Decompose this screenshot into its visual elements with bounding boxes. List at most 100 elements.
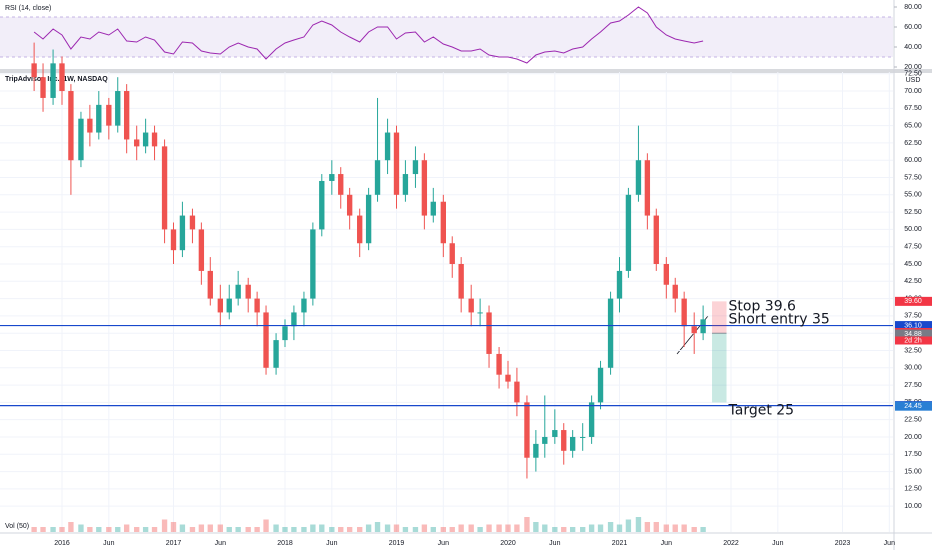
candle-body: [412, 160, 419, 175]
x-tick-label: Jun: [326, 540, 337, 547]
volume-bar: [691, 527, 697, 532]
candle-body: [207, 270, 213, 299]
x-tick-label: 2018: [277, 540, 293, 547]
volume-bar: [319, 524, 325, 532]
volume-bar: [421, 524, 428, 532]
candle-body: [198, 229, 205, 271]
volume-bar: [263, 519, 269, 532]
y-tick-label: 45.00: [904, 261, 922, 268]
x-tick-label: Jun: [103, 540, 114, 547]
volume-bar: [226, 527, 232, 532]
candle-body: [319, 180, 325, 230]
volume-bar: [301, 527, 307, 532]
rsi-tick-label: 80.00: [904, 4, 922, 11]
countdown: 2d 2h: [904, 337, 922, 344]
volume-bar: [486, 524, 492, 532]
volume-bar: [31, 527, 37, 532]
volume-bar: [561, 527, 567, 532]
volume-bar: [552, 527, 558, 532]
candle-body: [681, 298, 687, 327]
candle-body: [542, 436, 548, 444]
volume-bar: [663, 524, 669, 532]
volume-bar: [430, 527, 436, 532]
price-label-bg: [895, 321, 932, 331]
x-tick-label: Jun: [772, 540, 783, 547]
candle-body: [524, 402, 530, 458]
volume-bar: [179, 524, 186, 532]
volume-bar: [245, 527, 251, 532]
candle-body: [31, 63, 37, 78]
volume-bar: [524, 517, 530, 532]
candle-body: [672, 284, 678, 299]
candle-body: [96, 104, 102, 133]
candle-body: [263, 312, 269, 368]
y-tick-label: 50.00: [904, 226, 922, 233]
candle-body: [189, 215, 196, 230]
candle-body: [374, 160, 381, 195]
volume-bar: [653, 522, 659, 532]
volume-bar: [96, 527, 102, 532]
volume-bar: [151, 527, 158, 532]
y-tick-label: 47.50: [904, 244, 922, 251]
volume-bar: [142, 527, 149, 532]
candle-body: [580, 436, 586, 438]
volume-bar: [616, 524, 623, 532]
price-label-bg: [895, 329, 932, 339]
price-label: 36.10: [904, 322, 922, 329]
x-tick-label: 2017: [166, 540, 182, 547]
volume-bar: [254, 527, 260, 532]
volume-bar: [273, 524, 279, 532]
candle-body: [477, 312, 483, 314]
volume-bar: [291, 527, 297, 532]
candle-body: [134, 139, 140, 147]
volume-bar: [672, 524, 678, 532]
x-tick-label: Jun: [215, 540, 226, 547]
rsi-label: RSI (14, close): [5, 5, 51, 12]
y-tick-label: 52.50: [904, 209, 922, 216]
y-tick-label: 32.50: [904, 347, 922, 354]
candle-body: [616, 270, 623, 299]
volume-label: Vol (50): [5, 523, 29, 530]
y-tick-label: 20.00: [904, 434, 922, 441]
volume-bar: [134, 527, 140, 532]
x-tick-label: Jun: [549, 540, 560, 547]
volume-bar: [374, 522, 381, 532]
x-tick-label: 2021: [612, 540, 628, 547]
volume-bar: [644, 522, 651, 532]
volume-bar: [496, 524, 502, 532]
candle-body: [310, 229, 316, 299]
candle-body: [700, 319, 706, 334]
candle-body: [357, 215, 363, 244]
volume-bar: [161, 519, 168, 532]
price-label: 39.60: [904, 298, 922, 305]
target-zone: [712, 333, 727, 403]
volume-bar: [505, 524, 511, 532]
candle-body: [226, 298, 232, 313]
y-tick-label: 70.00: [904, 88, 922, 95]
y-tick-label: 67.50: [904, 105, 922, 112]
volume-bar: [588, 524, 595, 532]
stop-zone: [712, 301, 727, 334]
volume-bar: [597, 524, 604, 532]
candle-body: [588, 402, 595, 437]
candle-body: [50, 63, 56, 98]
rsi-tick-label: 20.00: [904, 64, 922, 71]
volume-bar: [338, 527, 344, 532]
x-tick-label: 2019: [389, 540, 405, 547]
y-tick-label: 12.50: [904, 486, 922, 493]
rsi-tick-label: 60.00: [904, 24, 922, 31]
candle-body: [449, 243, 455, 264]
volume-bar: [607, 522, 614, 532]
volume-bar: [198, 524, 205, 532]
candle-body: [245, 284, 251, 299]
volume-bar: [477, 527, 483, 532]
price-label: 34.88: [904, 331, 922, 338]
price-label-bg: [895, 401, 932, 411]
candle-body: [217, 298, 223, 313]
volume-bar: [625, 519, 632, 532]
x-tick-label: 2020: [500, 540, 516, 547]
annotation: Target 25: [728, 402, 795, 418]
candle-body: [653, 215, 659, 264]
x-tick-label: 2016: [54, 540, 70, 547]
